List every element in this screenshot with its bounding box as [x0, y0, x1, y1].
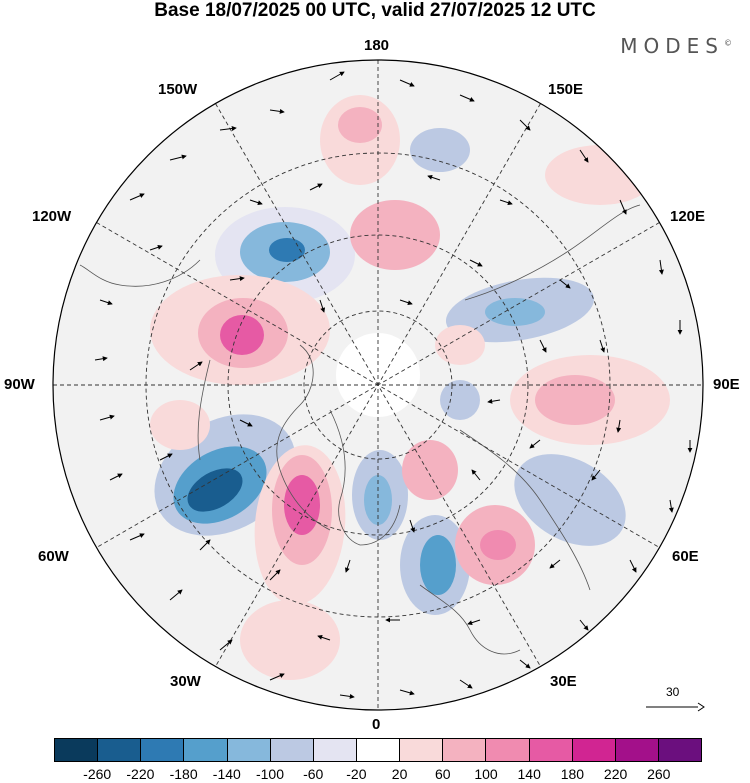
positive-anomaly-hudson [150, 400, 210, 450]
label-150e: 150E [548, 81, 584, 98]
modes-logo: MODES© [620, 34, 732, 58]
label-120w: 120W [32, 208, 72, 225]
reference-vector-arrow [646, 702, 705, 712]
colorbar-segment [98, 739, 142, 761]
colorbar-segment [227, 739, 271, 761]
label-30e: 30E [550, 673, 577, 690]
label-60e: 60E [672, 548, 699, 565]
reference-vector-label: 30 [666, 685, 680, 699]
colorbar-segment [313, 739, 357, 761]
wind-vectors [94, 71, 693, 699]
negative-anomaly-pacific-center [269, 238, 305, 262]
positive-anomaly-bering-core [338, 107, 382, 143]
graticule [53, 60, 703, 710]
negative-anomaly-siberia-core [485, 298, 545, 326]
label-0: 0 [372, 716, 381, 733]
colorbar-segment [572, 739, 616, 761]
colorbar-tick-label: -140 [212, 766, 241, 782]
colorbar-tick-label: -60 [303, 766, 324, 782]
label-150w: 150W [158, 81, 198, 98]
colorbar-segment [55, 739, 99, 761]
positive-anomaly-central-siberia-core [535, 375, 615, 425]
negative-anomaly-greenland-sea-core [364, 475, 392, 525]
colorbar-tick-label: 180 [560, 766, 585, 782]
positive-anomaly-laptev [435, 325, 485, 365]
label-60w: 60W [38, 548, 69, 565]
label-120e: 120E [670, 208, 706, 225]
positive-anomaly-canada-core [220, 315, 264, 355]
colorbar-tick-label: 20 [391, 766, 408, 782]
coastlines [79, 204, 641, 655]
brand-text: MODES [620, 34, 724, 58]
colorbar-segment [615, 739, 659, 761]
colorbar-tick-label: 140 [517, 766, 541, 782]
colorbar-segment [486, 739, 530, 761]
colorbar-segment [400, 739, 444, 761]
positive-anomaly-barents [402, 440, 458, 500]
copyright-mark: © [724, 38, 732, 48]
colorbar-tick-label: 100 [474, 766, 498, 782]
colorbar-tick-label: -100 [255, 766, 285, 782]
map-title: Base 18/07/2025 00 UTC, valid 27/07/2025… [154, 0, 596, 21]
colorbar-tick-label: -20 [346, 766, 367, 782]
colorbar-segment [270, 739, 314, 761]
positive-anomaly-north-atlantic-core [284, 475, 320, 535]
positive-anomaly-okhotsk [545, 145, 655, 205]
colorbar-segment [184, 739, 228, 761]
label-180: 180 [364, 37, 390, 54]
colorbar-segment [141, 739, 185, 761]
negative-anomaly-kara-sea [440, 380, 480, 420]
positive-anomaly-russia-core [480, 530, 516, 560]
colorbar-segment [356, 739, 401, 761]
negative-anomaly-north-pacific [410, 128, 470, 172]
colorbar-segment [658, 739, 702, 761]
colorbar-segment [443, 739, 487, 761]
colorbar-segment [529, 739, 573, 761]
colorbar-tick-label: 220 [603, 766, 628, 782]
anomaly-field [53, 60, 703, 710]
negative-anomaly-central-asia [514, 454, 626, 546]
colorbar [54, 738, 702, 762]
colorbar-tick-label: -220 [126, 766, 155, 782]
label-30w: 30W [170, 673, 201, 690]
map-boundary [52, 59, 704, 711]
colorbar-tick-label: 60 [435, 766, 451, 782]
label-90e: 90E [713, 376, 740, 393]
negative-anomaly-labrador-core [187, 468, 243, 512]
positive-anomaly-chukchi [350, 200, 440, 270]
colorbar-tick-label: -260 [83, 766, 112, 782]
colorbar-tick-label: -180 [169, 766, 198, 782]
negative-anomaly-scandinavia-core [420, 535, 456, 595]
positive-anomaly-atlantic-south [240, 600, 340, 680]
label-90w: 90W [4, 376, 35, 393]
colorbar-tick-label: 260 [647, 766, 671, 782]
